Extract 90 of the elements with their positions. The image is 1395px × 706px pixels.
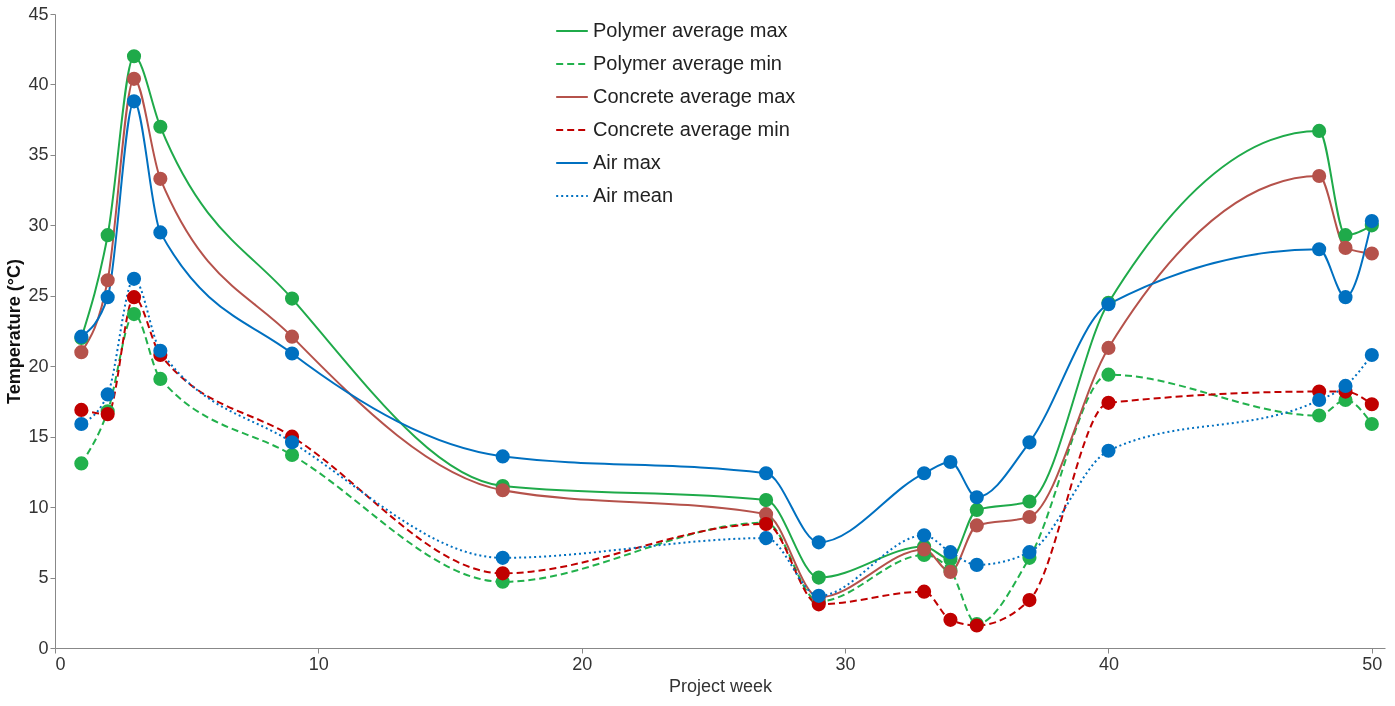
point	[153, 225, 168, 240]
point	[1364, 416, 1379, 432]
point	[495, 483, 510, 498]
point	[74, 402, 89, 417]
point	[74, 456, 89, 471]
point	[1101, 395, 1116, 410]
legend-label: Air max	[593, 151, 661, 173]
y-axis-title: Temperature (°C)	[4, 259, 25, 404]
point	[1022, 593, 1037, 608]
point	[969, 518, 984, 533]
point	[1022, 509, 1037, 525]
x-tick-label: 40	[1098, 653, 1119, 674]
legend-label: Polymer average min	[593, 52, 782, 74]
point	[811, 570, 826, 585]
point	[1022, 435, 1037, 450]
point	[811, 535, 826, 550]
point	[126, 49, 142, 64]
legend-label: Air mean	[593, 184, 674, 206]
y-tick-label: 45	[28, 3, 49, 24]
point	[153, 343, 168, 358]
legend-label: Concrete average min	[593, 118, 790, 140]
point	[1338, 228, 1353, 243]
point	[153, 171, 168, 186]
point	[969, 502, 984, 517]
point	[1364, 347, 1379, 363]
point	[759, 466, 774, 481]
y-tick-label: 10	[28, 496, 49, 517]
point	[284, 329, 300, 344]
point	[284, 447, 300, 463]
point	[943, 545, 958, 560]
point	[495, 550, 510, 565]
point	[1312, 168, 1327, 184]
point	[100, 387, 115, 402]
point	[126, 271, 142, 286]
point	[1312, 242, 1327, 257]
x-tick-label: 10	[308, 653, 329, 674]
point	[100, 290, 115, 305]
point	[126, 94, 142, 109]
point	[126, 290, 142, 305]
x-tick-label: 0	[55, 653, 66, 674]
y-tick-label: 40	[28, 73, 49, 94]
y-tick-label: 20	[28, 355, 49, 376]
point	[917, 466, 932, 481]
point	[1022, 545, 1037, 560]
point	[1312, 408, 1327, 423]
point	[759, 531, 774, 546]
point	[1312, 392, 1327, 408]
point	[969, 490, 984, 505]
point	[74, 345, 89, 360]
point	[153, 371, 168, 386]
point	[126, 71, 142, 86]
x-tick-label: 50	[1362, 653, 1383, 674]
point	[1101, 443, 1116, 458]
point	[759, 493, 774, 508]
point	[917, 528, 932, 543]
point	[1101, 340, 1116, 355]
x-tick-label: 20	[572, 653, 593, 674]
point	[153, 119, 168, 134]
point	[100, 228, 115, 243]
point	[917, 584, 932, 599]
point	[1101, 367, 1116, 382]
y-tick-label: 5	[38, 567, 49, 588]
point	[495, 449, 510, 464]
point	[1338, 378, 1353, 393]
point	[1364, 397, 1379, 412]
point	[1364, 246, 1379, 261]
point	[284, 291, 300, 306]
y-tick-label: 0	[38, 637, 49, 658]
point	[284, 346, 300, 361]
y-tick-label: 30	[28, 214, 49, 235]
y-tick-label: 15	[28, 426, 49, 447]
point	[1022, 494, 1037, 509]
point	[495, 566, 510, 581]
point	[74, 416, 89, 432]
point	[943, 454, 958, 470]
point	[1338, 290, 1353, 305]
y-tick-label: 25	[28, 285, 49, 306]
x-axis-title: Project week	[668, 675, 774, 696]
point	[126, 307, 142, 322]
y-tick-label: 35	[28, 144, 49, 165]
point	[100, 273, 115, 288]
point	[969, 557, 984, 572]
point	[284, 435, 300, 450]
legend-label: Concrete average max	[593, 85, 796, 107]
legend-label: Polymer average max	[593, 19, 788, 41]
point	[1364, 214, 1379, 229]
point	[943, 612, 958, 627]
x-tick-label: 30	[835, 653, 856, 674]
point	[1312, 123, 1327, 138]
point	[1338, 240, 1353, 255]
